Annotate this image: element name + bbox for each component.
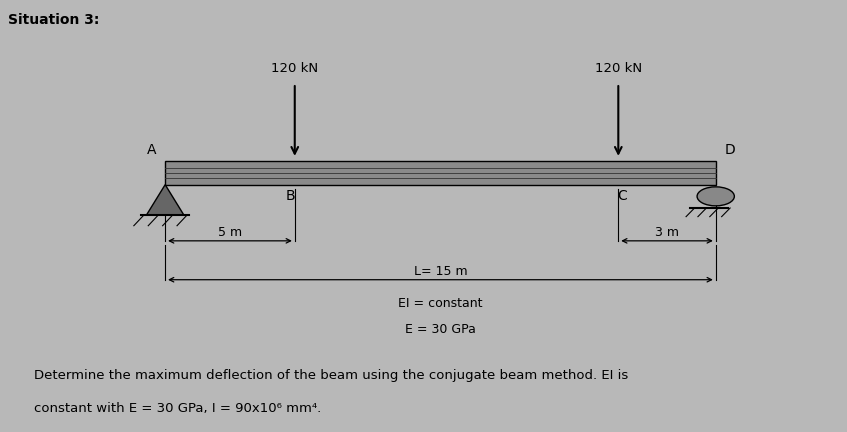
Circle shape [697,187,734,206]
Text: Determine the maximum deflection of the beam using the conjugate beam method. EI: Determine the maximum deflection of the … [34,369,628,382]
Text: L= 15 m: L= 15 m [413,264,468,277]
Text: EI = constant: EI = constant [398,297,483,310]
Text: 5 m: 5 m [218,226,242,238]
Text: B: B [285,189,296,203]
Text: 120 kN: 120 kN [271,61,318,75]
Text: E = 30 GPa: E = 30 GPa [405,323,476,336]
Text: A: A [147,143,157,157]
Polygon shape [147,185,184,215]
Text: 120 kN: 120 kN [595,61,642,75]
Text: 3 m: 3 m [655,226,679,238]
Text: Situation 3:: Situation 3: [8,13,100,27]
Text: C: C [617,189,628,203]
Bar [165,161,716,185]
Text: constant with E = 30 GPa, I = 90x10⁶ mm⁴.: constant with E = 30 GPa, I = 90x10⁶ mm⁴… [34,402,321,415]
Text: D: D [724,143,735,157]
